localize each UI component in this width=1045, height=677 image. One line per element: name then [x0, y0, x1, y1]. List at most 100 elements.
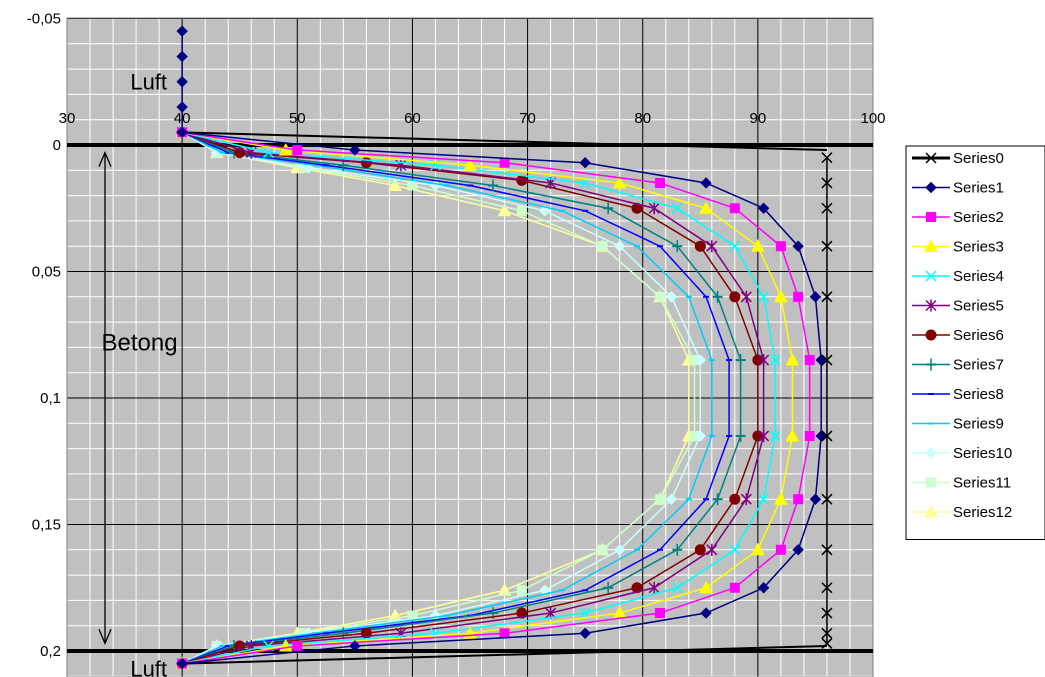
- data-point: [497, 203, 512, 217]
- data-point: [463, 158, 477, 171]
- data-point: [176, 76, 188, 88]
- data-point: [775, 241, 786, 252]
- legend-item: Series4: [912, 268, 1004, 285]
- series-line: [181, 131, 696, 665]
- marker-stroke: [821, 354, 833, 366]
- y-tick-label: 0: [53, 137, 61, 154]
- data-point: [792, 544, 804, 556]
- legend-marker: [925, 299, 937, 312]
- data-point: [579, 607, 591, 619]
- data-point: [729, 544, 741, 556]
- data-point: [729, 582, 740, 593]
- data-point: [735, 429, 746, 442]
- data-point: [497, 583, 512, 596]
- data-point: [699, 580, 713, 594]
- data-point: [597, 544, 608, 555]
- legend-item: Series3: [912, 239, 1004, 256]
- data-point: [821, 544, 833, 556]
- marker-stroke: [671, 202, 683, 214]
- y-tick-label: 0,1: [40, 390, 61, 407]
- data-point: [752, 354, 764, 366]
- tick-labels: 30 40 50 60 70 80 90 100 -0,05 0 0,05 0,1 0,15 0,2: [27, 11, 886, 661]
- data-point: [654, 291, 665, 302]
- data-point: [672, 543, 683, 556]
- marker-stroke: [821, 637, 833, 649]
- data-point: [729, 291, 741, 303]
- marker-stroke: [758, 291, 770, 303]
- data-point: [758, 493, 770, 505]
- marker-stroke: [821, 177, 833, 189]
- legend-marker: [925, 152, 937, 164]
- data-point: [821, 291, 833, 303]
- legend-item: Series12: [912, 504, 1012, 521]
- legend-label: Series0: [953, 150, 1004, 167]
- series-series2: [177, 127, 815, 669]
- data-point: [612, 175, 627, 189]
- data-point: [793, 494, 804, 505]
- data-point: [694, 430, 706, 442]
- series-series1: [176, 25, 827, 670]
- marker-stroke: [821, 152, 833, 164]
- data-point: [613, 544, 626, 556]
- marker-stroke: [729, 544, 741, 556]
- data-point: [769, 354, 781, 366]
- plot-border: [66, 17, 874, 677]
- data-point: [176, 25, 188, 37]
- x-tick-label: 100: [860, 110, 885, 127]
- legend-label: Series6: [953, 327, 1004, 344]
- data-point: [603, 581, 614, 594]
- marker-stroke: [821, 544, 833, 556]
- data-point: [665, 291, 678, 303]
- legend-label: Series2: [953, 209, 1004, 226]
- series-series3: [175, 125, 800, 670]
- data-point: [499, 157, 510, 168]
- data-point: [804, 430, 815, 441]
- data-point: [793, 291, 804, 302]
- y-tick-label: -0,05: [27, 11, 61, 28]
- legend-item: Series2: [912, 209, 1004, 226]
- data-point: [809, 493, 822, 505]
- data-point: [809, 291, 822, 303]
- legend: Series0 Series1 Series2 Series3 Series4 Serie…: [905, 145, 1045, 540]
- marker-stroke: [729, 240, 741, 252]
- marker-stroke: [821, 291, 833, 303]
- data-point: [712, 493, 723, 506]
- data-point: [729, 203, 740, 214]
- legend-item: Series1: [912, 180, 1004, 197]
- legend-item: Series11: [912, 475, 1011, 492]
- marker-stroke: [579, 607, 591, 619]
- data-point: [700, 607, 712, 619]
- legend-item: Series8: [912, 386, 1004, 403]
- legend-item: Series9: [912, 416, 1004, 433]
- legend-label: Series9: [953, 416, 1004, 433]
- data-point: [752, 430, 764, 442]
- legend-label: Series1: [953, 180, 1004, 197]
- top-taper-line: [182, 131, 827, 152]
- marker-stroke: [821, 582, 833, 594]
- series-line: [181, 131, 730, 665]
- data-point: [292, 145, 303, 156]
- legend-label: Series10: [953, 445, 1012, 462]
- bottom-taper-line: [182, 644, 827, 665]
- data-point: [499, 628, 510, 639]
- data-point: [694, 544, 706, 556]
- x-tick-label: 40: [174, 110, 191, 127]
- data-point: [579, 157, 591, 169]
- series-series9: [179, 131, 715, 665]
- legend-marker: [925, 447, 937, 459]
- legend-marker: [924, 504, 938, 518]
- marker-stroke: [758, 493, 770, 505]
- data-point: [694, 354, 706, 366]
- marker-stroke: [769, 430, 781, 442]
- data-point: [631, 202, 643, 214]
- data-point: [821, 202, 833, 214]
- y-tick-label: 0,15: [32, 517, 61, 534]
- series-line: [181, 131, 776, 665]
- data-point: [613, 240, 626, 252]
- x-tick-label: 50: [289, 110, 306, 127]
- data-point: [821, 582, 833, 594]
- data-point: [488, 179, 499, 192]
- legend-label: Series3: [953, 239, 1004, 256]
- legend-item: Series7: [912, 357, 1004, 374]
- data-point: [757, 582, 770, 594]
